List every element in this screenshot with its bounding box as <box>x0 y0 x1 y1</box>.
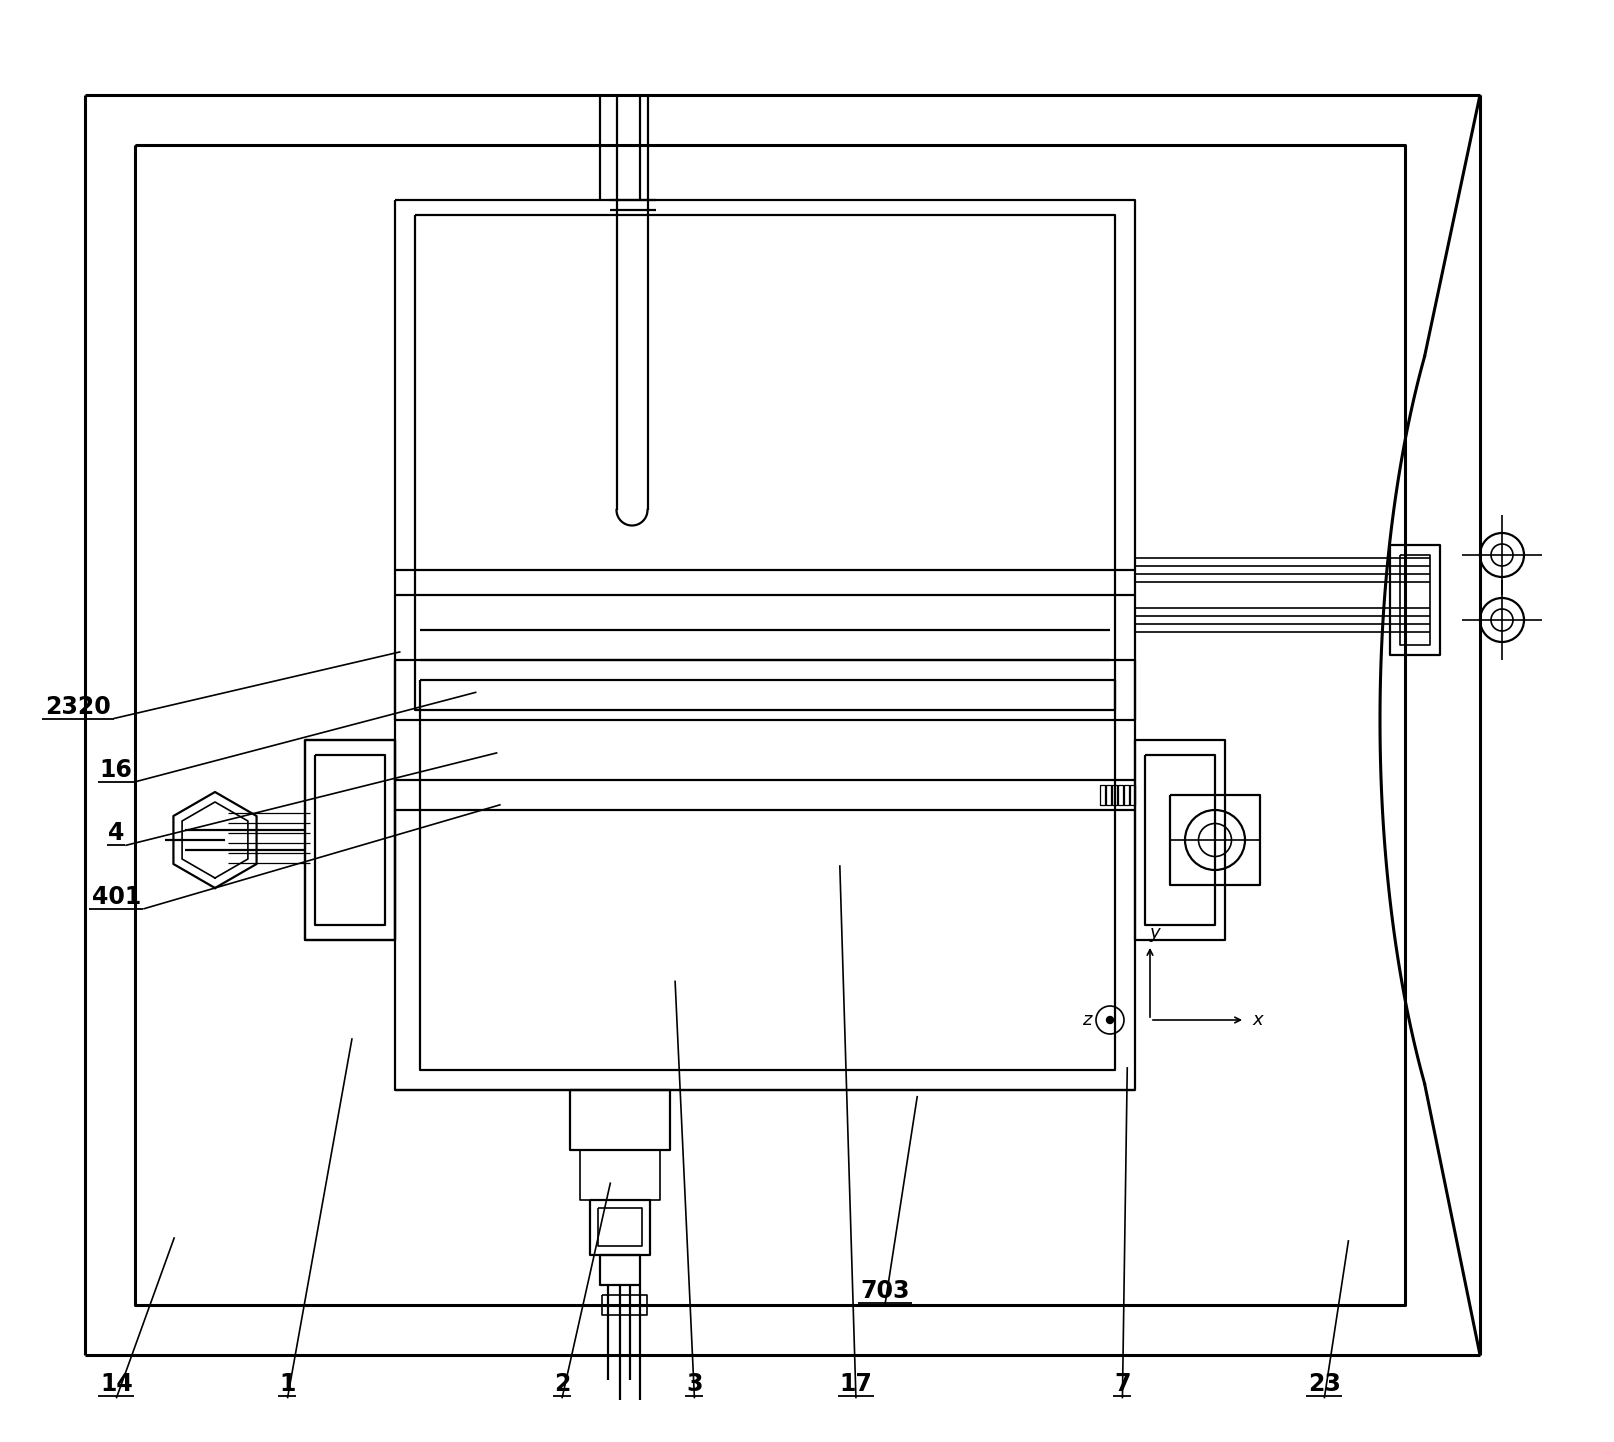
Text: 7: 7 <box>1114 1373 1130 1396</box>
Text: 1: 1 <box>279 1373 295 1396</box>
Text: 16: 16 <box>100 758 132 782</box>
Text: 401: 401 <box>92 885 140 908</box>
Text: 703: 703 <box>860 1279 909 1302</box>
Circle shape <box>1106 1017 1112 1024</box>
Text: 2: 2 <box>554 1373 570 1396</box>
Text: x: x <box>1251 1011 1262 1030</box>
Text: 23: 23 <box>1307 1373 1340 1396</box>
Text: 2320: 2320 <box>45 695 110 718</box>
Text: y: y <box>1149 924 1159 942</box>
Text: 3: 3 <box>686 1373 702 1396</box>
Text: 14: 14 <box>100 1373 132 1396</box>
Text: z: z <box>1081 1011 1091 1030</box>
Text: 4: 4 <box>108 822 124 845</box>
Text: 17: 17 <box>839 1373 872 1396</box>
